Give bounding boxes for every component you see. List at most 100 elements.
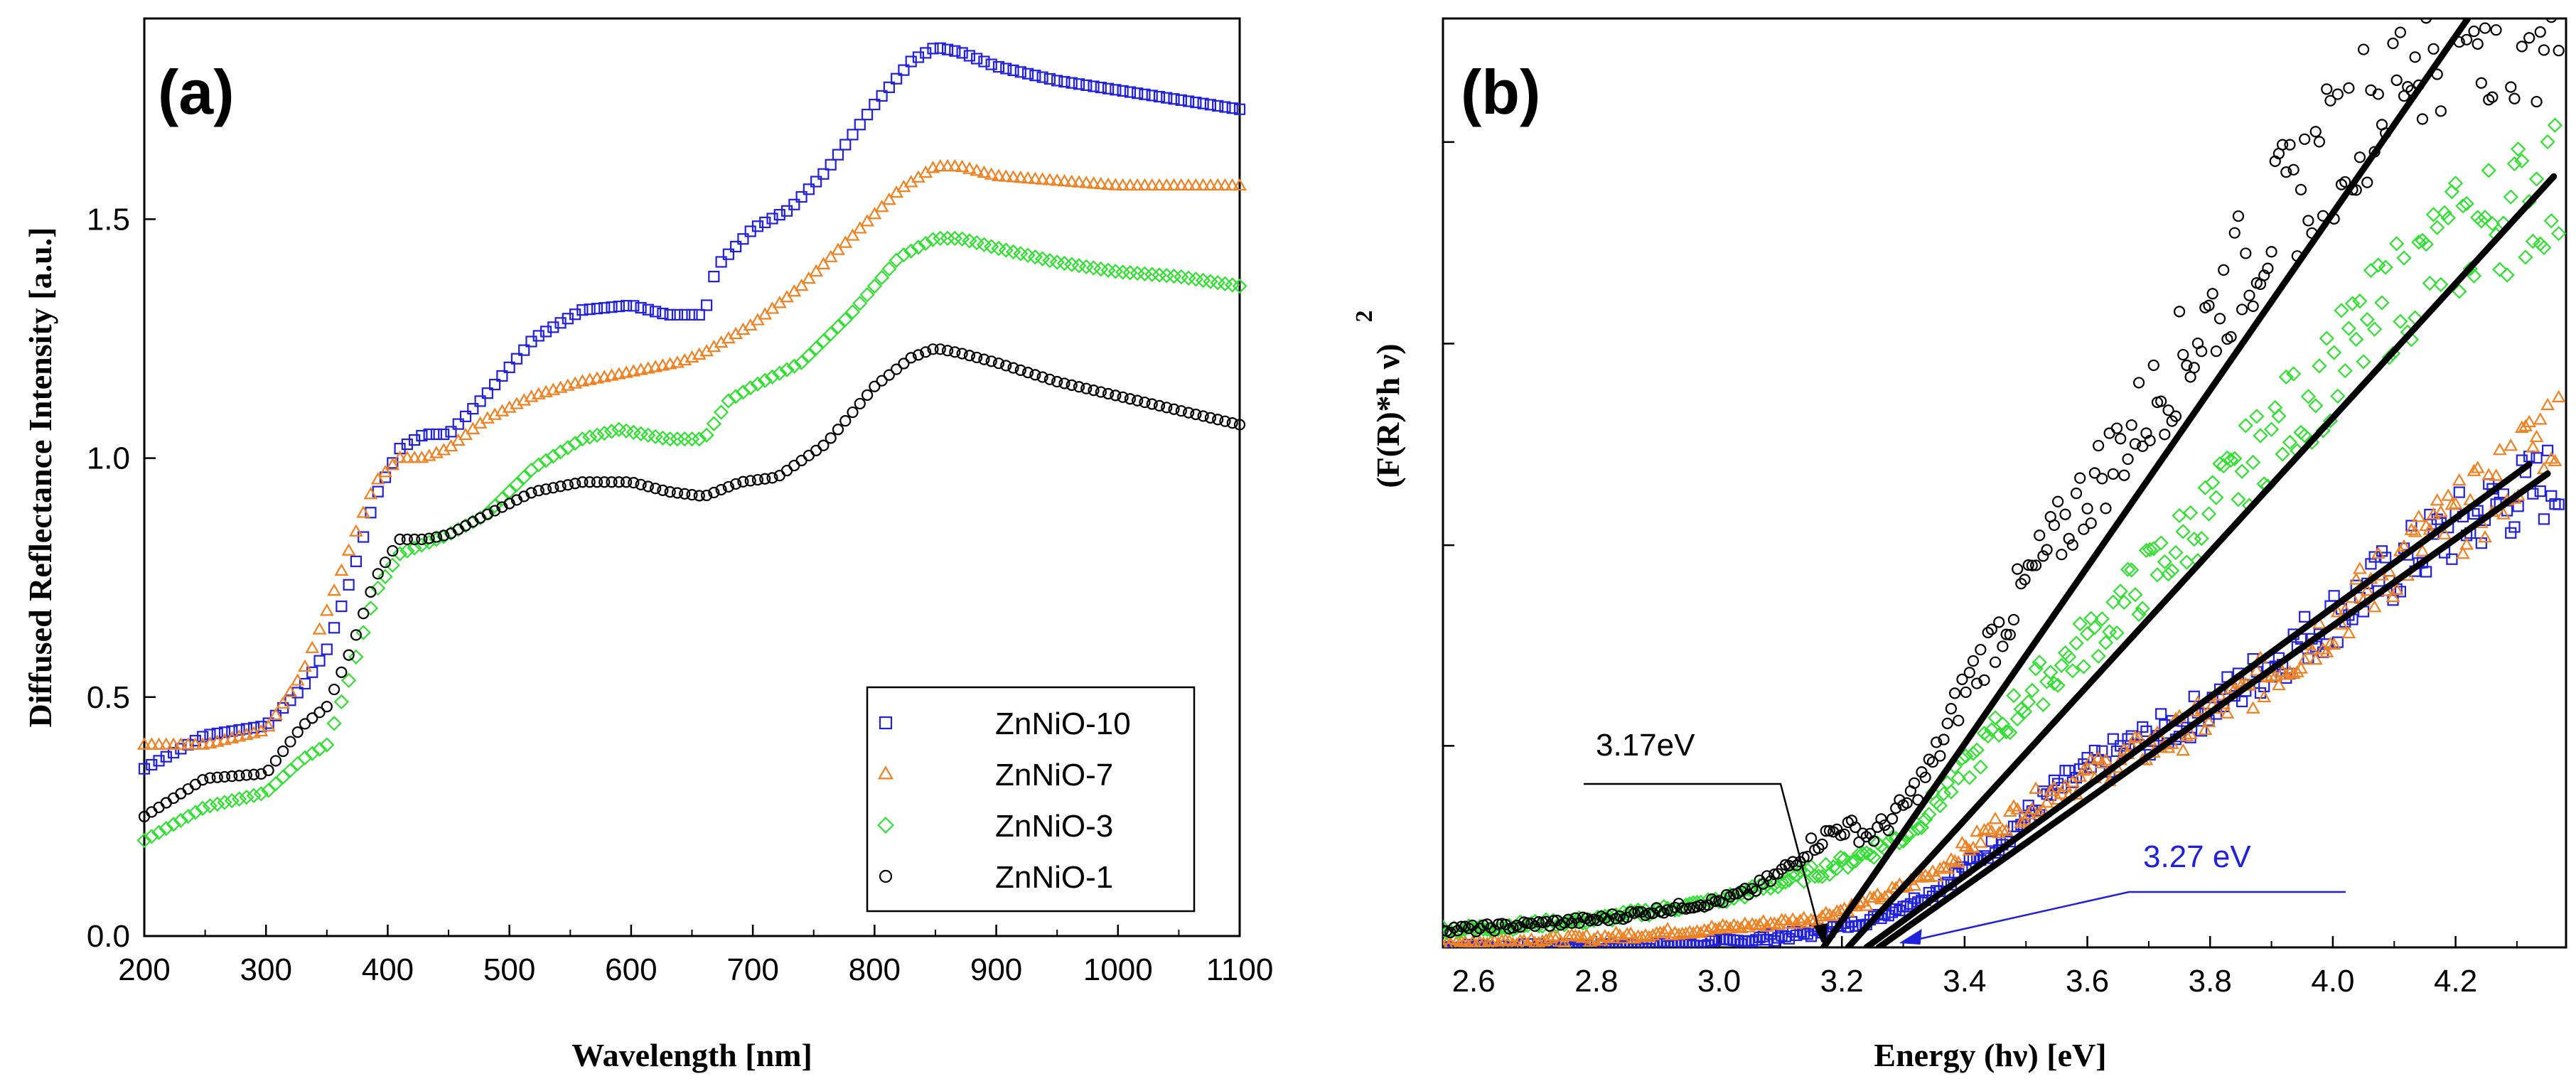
data-point	[2232, 210, 2245, 222]
data-point	[284, 694, 296, 706]
data-point	[879, 716, 893, 730]
data-point	[1943, 784, 1959, 800]
data-point	[2196, 725, 2208, 737]
data-point	[2271, 677, 2286, 691]
data-point	[180, 808, 196, 824]
data-point	[2115, 433, 2127, 445]
data-point	[992, 168, 1006, 181]
data-point	[984, 167, 999, 180]
data-point	[898, 357, 910, 370]
data-point	[1122, 178, 1137, 191]
data-point	[1108, 178, 1123, 190]
data-point	[489, 378, 501, 391]
data-point	[2386, 589, 2400, 603]
data-point	[2435, 105, 2447, 117]
data-point	[1687, 940, 1700, 947]
data-point	[195, 800, 210, 816]
data-point	[1801, 851, 1813, 863]
data-point	[1226, 417, 1238, 429]
data-point	[197, 731, 209, 743]
data-point	[1557, 935, 1572, 947]
data-point	[2327, 637, 2341, 650]
data-point	[2220, 706, 2235, 719]
data-point	[2196, 345, 2208, 357]
data-point	[744, 475, 756, 487]
data-point	[1862, 847, 1878, 863]
data-point	[204, 772, 216, 784]
data-point	[2002, 725, 2018, 741]
data-point	[2365, 558, 2377, 570]
data-point	[2277, 139, 2289, 151]
data-point	[1095, 386, 1107, 398]
panel-label-a: (a)	[158, 57, 235, 127]
data-point	[1443, 924, 1449, 937]
panel-b: 2.6 2.8 3.0 3.2 3.4 3.6 3.8 4.0 4.2 Energy (hν) […	[1351, 17, 2567, 1073]
data-point	[1472, 935, 1487, 947]
data-point	[2054, 657, 2069, 673]
data-point	[670, 431, 685, 447]
data-point	[2308, 652, 2323, 665]
data-point	[291, 687, 304, 699]
data-point	[2540, 134, 2555, 150]
data-point	[970, 163, 984, 176]
data-point	[2430, 493, 2444, 506]
data-point	[2528, 171, 2545, 187]
data-point	[2249, 663, 2264, 676]
data-point	[358, 608, 370, 620]
x-tick-label-a: 700	[726, 952, 778, 987]
data-point	[299, 718, 311, 730]
data-point	[151, 737, 166, 750]
data-point	[2039, 795, 2054, 808]
data-point	[788, 198, 800, 210]
data-point	[911, 240, 926, 255]
data-point	[181, 737, 195, 750]
series-ZnNiO-10	[1443, 444, 2565, 947]
data-point	[635, 301, 647, 314]
data-point	[2029, 781, 2043, 794]
data-point	[2107, 468, 2119, 480]
data-point	[2331, 88, 2344, 100]
data-point	[1051, 375, 1063, 388]
data-point	[679, 488, 691, 500]
data-point	[2321, 83, 2333, 95]
data-point	[2503, 439, 2518, 451]
data-point	[2125, 419, 2137, 431]
data-point	[1455, 920, 1468, 932]
data-point	[311, 741, 328, 757]
data-point	[1844, 854, 1859, 870]
data-point	[815, 333, 832, 349]
data-point	[1956, 673, 1968, 685]
data-point	[532, 485, 544, 497]
data-point	[1683, 902, 1696, 914]
data-point	[298, 659, 312, 672]
data-point	[246, 787, 262, 803]
data-point	[182, 783, 194, 795]
data-point	[2444, 184, 2460, 200]
data-point	[160, 751, 172, 763]
data-point	[240, 723, 252, 735]
data-point	[927, 43, 939, 55]
data-point	[844, 304, 861, 320]
data-point	[1036, 371, 1048, 383]
data-point	[1190, 96, 1202, 109]
data-point	[1029, 369, 1041, 381]
data-point	[877, 817, 894, 834]
data-point	[686, 489, 698, 501]
data-point	[810, 176, 822, 188]
data-point	[1450, 932, 1465, 945]
data-point	[941, 345, 954, 357]
data-point	[730, 478, 742, 490]
data-point	[1597, 929, 1612, 942]
data-point	[1793, 913, 1808, 926]
data-point	[706, 416, 721, 431]
data-point	[416, 533, 428, 546]
data-point	[2072, 616, 2088, 632]
data-point	[2236, 303, 2248, 316]
data-point	[2468, 25, 2480, 38]
data-point	[2210, 345, 2222, 357]
data-point	[1130, 178, 1145, 191]
data-point	[2396, 250, 2412, 266]
data-point	[379, 557, 392, 569]
data-point	[1161, 402, 1173, 414]
data-point	[1901, 797, 1913, 809]
